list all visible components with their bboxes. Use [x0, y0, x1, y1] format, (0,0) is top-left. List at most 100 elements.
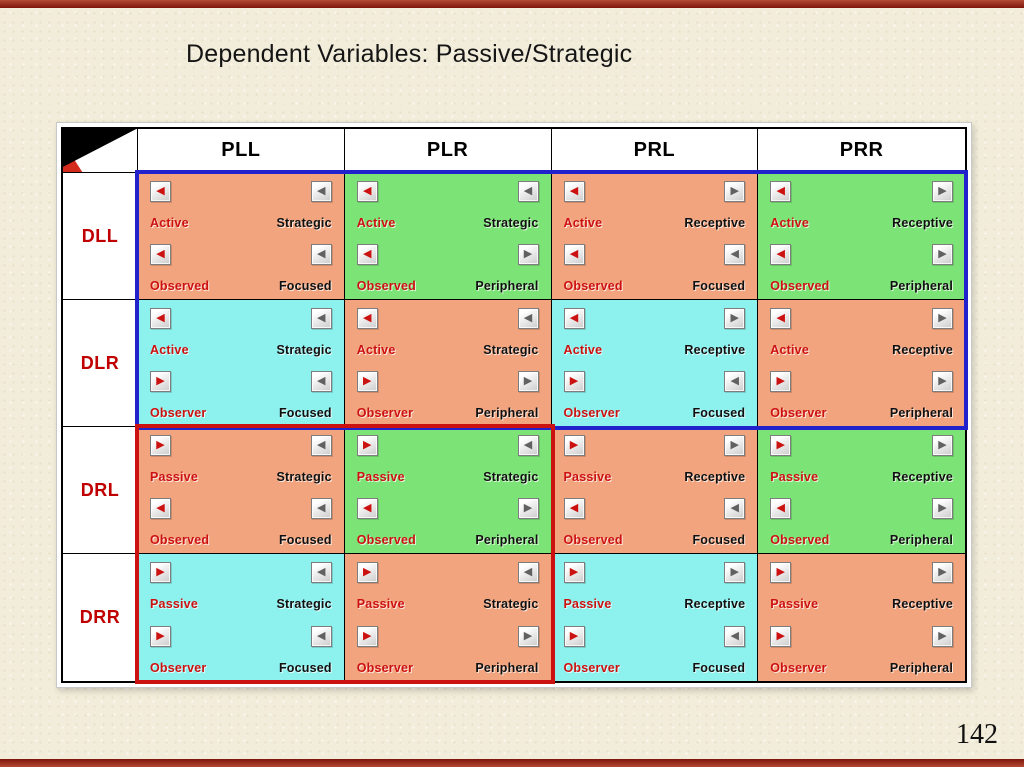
column-header-prl: PRL — [551, 129, 759, 173]
term-label: Peripheral — [889, 406, 953, 420]
arrow-left-icon: ◀ — [150, 244, 171, 265]
term-label: Passive — [563, 470, 612, 484]
cell-drr-plr: ▶ Passive ▶ Observer ◀ Strategic ▶ Peripheral — [344, 554, 552, 681]
cell-row-terms: ▶ Passive ▶ Observer — [563, 562, 621, 675]
term-label: Observed — [770, 533, 830, 547]
term-label: Observer — [356, 660, 414, 675]
cell-row-terms: ▶ Passive ◀ Observed — [150, 435, 209, 547]
term-label: Strategic — [276, 216, 332, 230]
cell-col-terms: ◀ Strategic ◀ Focused — [276, 435, 332, 547]
term-label: Observed — [563, 279, 623, 293]
term-label: Receptive — [684, 343, 746, 357]
term-label: Focused — [692, 279, 746, 293]
term-label: Focused — [692, 660, 746, 675]
term-label: Receptive — [684, 470, 746, 484]
arrow-right-icon: ▶ — [517, 244, 539, 265]
cell-dlr-prl: ◀ Active ▶ Observer ▶ Receptive ◀ Focused — [551, 300, 759, 427]
cell-col-terms: ▶ Receptive ▶ Peripheral — [890, 181, 953, 293]
arrow-left-icon: ◀ — [724, 498, 746, 519]
arrow-left-icon: ◀ — [310, 562, 332, 583]
arrow-left-icon: ◀ — [724, 625, 746, 647]
cell-col-terms: ◀ Strategic ▶ Peripheral — [475, 562, 539, 675]
arrow-left-icon: ◀ — [724, 371, 746, 392]
term-label: Focused — [278, 279, 332, 293]
term-label: Passive — [356, 470, 405, 484]
term-label: Observer — [150, 660, 207, 675]
term-label: Focused — [278, 533, 332, 547]
cell-row-terms: ◀ Active ◀ Observed — [150, 181, 209, 293]
term-label: Peripheral — [889, 279, 953, 293]
term-label: Active — [150, 343, 189, 357]
cell-col-terms: ▶ Receptive ◀ Focused — [684, 308, 746, 420]
cell-drr-prr: ▶ Passive ▶ Observer ▶ Receptive ▶ Peripheral — [758, 554, 965, 681]
table-panel: PLL PLR PRL PRR DLL ◀ Active ◀ Observed ◀ Strategi… — [56, 122, 972, 688]
column-header-pll: PLL — [138, 129, 345, 173]
cell-row-terms: ◀ Active ◀ Observed — [563, 181, 623, 293]
arrow-right-icon: ▶ — [932, 308, 953, 329]
top-edge-strip — [0, 0, 1024, 8]
term-label: Active — [356, 216, 396, 230]
term-label: Observer — [563, 660, 620, 675]
cell-row-terms: ▶ Passive ▶ Observer — [150, 562, 207, 675]
term-label: Peripheral — [475, 406, 539, 420]
term-label: Strategic — [483, 343, 539, 357]
term-label: Observer — [563, 406, 620, 420]
term-label: Observed — [150, 533, 210, 547]
cell-col-terms: ▶ Receptive ▶ Peripheral — [890, 435, 953, 547]
arrow-right-icon: ▶ — [932, 498, 953, 519]
row-header-drl: DRL — [63, 427, 138, 554]
page-number: 142 — [956, 719, 998, 750]
term-label: Strategic — [276, 470, 332, 484]
bottom-edge-strip — [0, 759, 1024, 767]
arrow-right-icon: ▶ — [563, 435, 585, 456]
arrow-right-icon: ▶ — [563, 371, 585, 392]
term-label: Focused — [278, 406, 332, 420]
arrow-right-icon: ▶ — [150, 562, 171, 583]
arrow-right-icon: ▶ — [150, 371, 171, 392]
term-label: Strategic — [276, 343, 332, 357]
term-label: Passive — [770, 470, 819, 484]
arrow-left-icon: ◀ — [356, 181, 378, 202]
column-header-prr: PRR — [758, 129, 965, 173]
arrow-left-icon: ◀ — [310, 435, 332, 456]
arrow-left-icon: ◀ — [356, 498, 378, 519]
term-label: Active — [770, 216, 809, 230]
cell-col-terms: ◀ Strategic ◀ Focused — [276, 181, 332, 293]
arrow-left-icon: ◀ — [310, 371, 332, 392]
column-header-plr: PLR — [344, 129, 552, 173]
cell-row-terms: ▶ Passive ◀ Observed — [356, 435, 416, 547]
arrow-right-icon: ▶ — [724, 308, 746, 329]
cell-col-terms: ◀ Strategic ▶ Peripheral — [475, 435, 539, 547]
cell-drr-prl: ▶ Passive ▶ Observer ▶ Receptive ◀ Focused — [551, 554, 759, 681]
term-label: Observer — [356, 406, 414, 420]
arrow-right-icon: ▶ — [932, 435, 953, 456]
arrow-left-icon: ◀ — [517, 562, 539, 583]
arrow-left-icon: ◀ — [310, 498, 332, 519]
arrow-left-icon: ◀ — [150, 498, 171, 519]
cell-col-terms: ▶ Receptive ◀ Focused — [684, 562, 746, 675]
slide-title: Dependent Variables: Passive/Strategic — [186, 40, 633, 68]
cell-col-terms: ▶ Receptive ▶ Peripheral — [890, 308, 953, 420]
cell-dlr-pll: ◀ Active ▶ Observer ◀ Strategic ◀ Focused — [138, 300, 345, 427]
arrow-right-icon: ▶ — [932, 371, 953, 392]
arrow-right-icon: ▶ — [517, 371, 539, 392]
arrow-left-icon: ◀ — [150, 308, 171, 329]
arrow-left-icon: ◀ — [150, 181, 171, 202]
cell-row-terms: ◀ Active ◀ Observed — [770, 181, 829, 293]
cell-row-terms: ◀ Active ▶ Observer — [563, 308, 621, 420]
cell-col-terms: ◀ Strategic ◀ Focused — [276, 562, 332, 675]
row-header-dll: DLL — [63, 173, 138, 300]
term-label: Receptive — [892, 216, 953, 230]
arrow-right-icon: ▶ — [770, 371, 792, 392]
term-label: Active — [563, 343, 603, 357]
cell-drl-prr: ▶ Passive ◀ Observed ▶ Receptive ▶ Peripheral — [758, 427, 965, 554]
term-label: Active — [770, 343, 809, 357]
cell-row-terms: ▶ Passive ▶ Observer — [356, 562, 414, 675]
arrow-right-icon: ▶ — [150, 435, 171, 456]
arrow-right-icon: ▶ — [356, 435, 378, 456]
arrow-left-icon: ◀ — [310, 625, 332, 647]
cell-col-terms: ▶ Receptive ◀ Focused — [684, 435, 746, 547]
term-label: Passive — [770, 597, 819, 612]
arrow-left-icon: ◀ — [563, 498, 585, 519]
arrow-right-icon: ▶ — [563, 625, 585, 647]
